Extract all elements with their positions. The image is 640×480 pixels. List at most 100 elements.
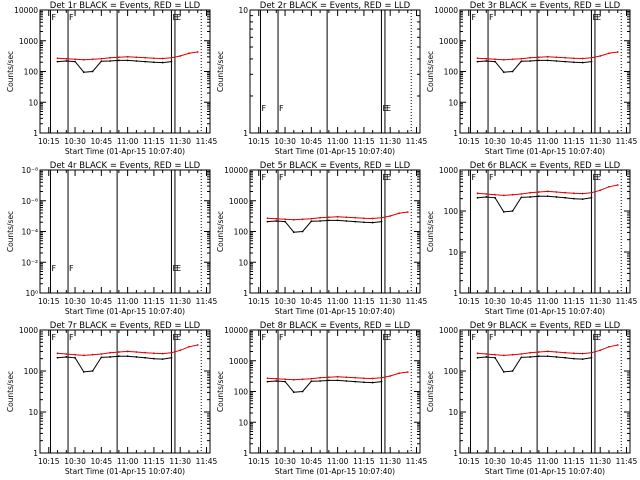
data-point-lld xyxy=(599,55,602,57)
data-point-lld xyxy=(82,58,85,61)
x-tick-label: 11:00 xyxy=(537,297,559,306)
data-point-lld xyxy=(301,218,304,221)
marker-label: F xyxy=(52,264,57,273)
y-axis-label: Counts/sec xyxy=(426,51,435,92)
data-point-lld xyxy=(398,372,400,375)
data-point-lld xyxy=(511,58,514,61)
x-tick-label: 11:30 xyxy=(589,137,611,146)
marker-label: E xyxy=(596,333,601,342)
series-line-events xyxy=(477,59,592,73)
data-point-lld xyxy=(581,57,584,60)
data-point-lld xyxy=(284,218,286,221)
data-point-lld xyxy=(555,191,558,193)
data-point-events xyxy=(109,60,112,62)
data-point-lld xyxy=(564,56,567,59)
data-point-lld xyxy=(319,216,322,219)
data-point-lld xyxy=(144,56,147,59)
data-point-events xyxy=(590,60,593,63)
data-point-events xyxy=(590,196,593,199)
y-tick-label: 10⁰ xyxy=(25,289,38,298)
x-axis-label: Start Time (01-Apr-15 10:07:40) xyxy=(485,467,605,476)
x-axis-label: Start Time (01-Apr-15 10:07:40) xyxy=(65,147,185,156)
data-point-events xyxy=(581,358,584,361)
data-point-events xyxy=(91,370,94,372)
data-point-lld xyxy=(406,371,409,373)
panel-title: Det 1r BLACK = Events, RED = LLD xyxy=(50,1,201,11)
data-point-events xyxy=(117,355,120,358)
data-point-lld xyxy=(608,52,610,55)
data-point-lld xyxy=(161,57,164,60)
data-point-lld xyxy=(502,354,505,357)
y-tick-label: 10 xyxy=(448,98,458,107)
data-point-events xyxy=(74,60,76,63)
data-point-lld xyxy=(371,217,374,220)
data-point-events xyxy=(502,71,505,74)
data-point-events xyxy=(564,60,567,63)
x-tick-label: 11:30 xyxy=(169,457,191,466)
y-tick-label: 100 xyxy=(24,367,39,376)
y-tick-label: 100 xyxy=(444,207,459,216)
data-point-lld xyxy=(65,353,68,355)
x-tick-label: 10:15 xyxy=(248,297,270,306)
data-point-events xyxy=(345,380,348,382)
marker-label: F xyxy=(489,173,494,182)
y-axis-label: Counts/sec xyxy=(6,371,15,412)
marker-label: E xyxy=(386,173,391,182)
data-point-lld xyxy=(65,57,68,60)
x-tick-label: 10:15 xyxy=(248,137,270,146)
data-point-lld xyxy=(581,352,584,355)
series-line-lld xyxy=(57,344,198,356)
data-point-events xyxy=(266,220,269,223)
data-point-events xyxy=(476,196,479,199)
series-line-lld xyxy=(57,51,198,61)
data-point-lld xyxy=(117,351,120,353)
x-tick-label: 11:30 xyxy=(379,297,401,306)
data-point-lld xyxy=(599,349,602,352)
y-tick-label: 10⁻⁸ xyxy=(21,166,38,175)
data-point-events xyxy=(573,61,575,64)
data-point-events xyxy=(546,59,549,62)
marker-label: F xyxy=(262,104,267,113)
data-point-events xyxy=(520,196,523,199)
data-point-events xyxy=(363,221,365,224)
x-tick-label: 10:15 xyxy=(248,457,270,466)
data-point-lld xyxy=(529,56,532,59)
data-point-lld xyxy=(485,193,488,195)
data-point-lld xyxy=(555,351,558,353)
data-point-events xyxy=(56,60,59,63)
series-line-lld xyxy=(477,51,618,61)
data-point-events xyxy=(380,220,383,223)
data-point-events xyxy=(327,379,330,382)
data-point-events xyxy=(161,358,164,361)
plot-frame xyxy=(39,329,211,454)
data-point-lld xyxy=(573,57,575,60)
y-tick-label: 10 xyxy=(28,408,38,417)
x-tick-label: 11:15 xyxy=(353,457,375,466)
data-point-lld xyxy=(590,351,593,354)
series-line-lld xyxy=(477,344,618,356)
y-tick-label: 1 xyxy=(453,129,458,138)
data-point-lld xyxy=(196,344,199,346)
data-point-lld xyxy=(608,345,610,348)
panel-det-6r: Det 6r BLACK = Events, RED = LLD 1 10 100 10… xyxy=(426,161,638,316)
y-tick-label: 1 xyxy=(243,289,248,298)
data-point-events xyxy=(555,60,558,62)
marker-label: E xyxy=(176,333,181,342)
y-tick-label: 1 xyxy=(33,449,38,458)
data-point-lld xyxy=(529,351,532,354)
data-point-events xyxy=(476,60,479,63)
panel-title: Det 8r BLACK = Events, RED = LLD xyxy=(260,321,411,331)
x-tick-label: 11:30 xyxy=(169,137,191,146)
data-point-lld xyxy=(520,57,523,60)
x-tick-label: 11:15 xyxy=(353,297,375,306)
y-axis-label: Counts/sec xyxy=(216,371,225,412)
data-point-lld xyxy=(616,184,619,186)
data-point-lld xyxy=(74,58,76,61)
data-point-lld xyxy=(485,353,488,355)
marker-label: F xyxy=(52,333,57,342)
x-tick-label: 11:00 xyxy=(117,457,139,466)
x-tick-label: 11:15 xyxy=(143,297,165,306)
data-point-events xyxy=(301,230,304,233)
x-tick-label: 11:30 xyxy=(589,297,611,306)
data-point-lld xyxy=(537,56,540,59)
